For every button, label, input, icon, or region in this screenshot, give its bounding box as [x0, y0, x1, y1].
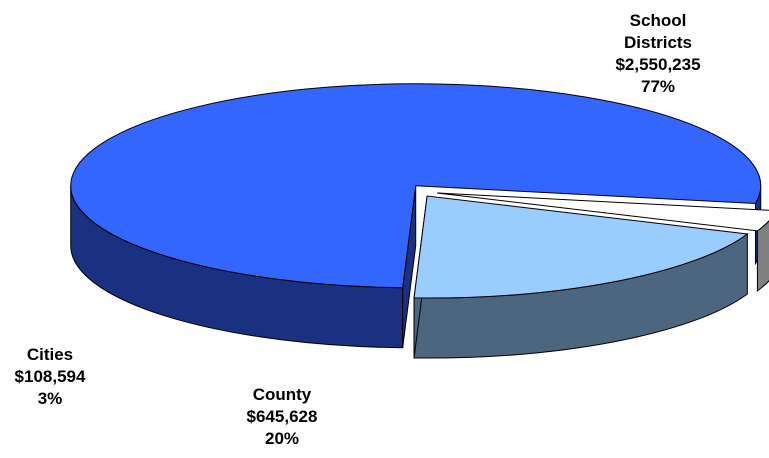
school-districts-percent: 77% — [640, 77, 676, 96]
county-percent: 20% — [264, 429, 300, 448]
school-districts-name-line2: Districts — [623, 33, 693, 52]
county-value: $645,628 — [246, 407, 318, 426]
slice-top-school-districts — [70, 83, 762, 289]
county-name: County — [252, 385, 312, 404]
slice-label-county: County $645,628 20% — [222, 384, 342, 450]
cities-value: $108,594 — [14, 367, 86, 386]
slice-side-cities — [756, 220, 769, 292]
school-districts-name-line1: School — [629, 11, 687, 30]
pie-top-faces — [70, 83, 769, 299]
cities-name: Cities — [26, 345, 74, 364]
school-districts-value: $2,550,235 — [615, 55, 701, 74]
slice-top-county — [413, 195, 749, 299]
slice-label-cities: Cities $108,594 3% — [0, 344, 100, 410]
cities-percent: 3% — [37, 389, 63, 408]
slice-label-school-districts: School Districts $2,550,235 77% — [598, 10, 718, 98]
